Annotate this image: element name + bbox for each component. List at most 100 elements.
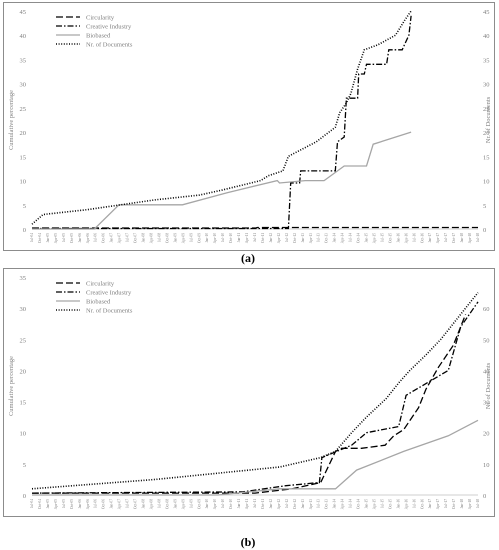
x-tick-label: Apr-18: [468, 499, 472, 510]
x-tick-label: Jan-07: [110, 233, 114, 243]
x-tick-label: Jan-10: [205, 233, 209, 243]
x-tick-label: Jul-07: [126, 233, 130, 242]
legend-label: Nr. of Documents: [86, 42, 133, 49]
y-left-tick-label: 25: [20, 337, 27, 344]
x-tick-label: Jan-05: [46, 499, 50, 509]
y-right-tick-label: 15: [483, 154, 490, 161]
x-tick-label: Jul-13: [317, 499, 321, 508]
x-tick-label: Apr-08: [149, 233, 153, 244]
x-tick-label: Jul-07: [126, 499, 130, 508]
x-tick-label: Jul-11: [253, 499, 257, 508]
x-tick-label: Jul-04: [30, 499, 34, 508]
x-tick-label: Jan-11: [237, 233, 241, 243]
x-tick-label: Jul-14: [349, 499, 353, 508]
x-tick-label: Apr-14: [341, 233, 345, 244]
series-line-circularity: [32, 314, 467, 494]
x-tick-label: Jan-16: [396, 499, 400, 509]
x-tick-label: Apr-15: [372, 233, 376, 244]
x-tick-label: Apr-08: [149, 499, 153, 510]
x-tick-label: Apr-06: [86, 499, 90, 510]
x-tick-label: Jul-08: [157, 499, 161, 508]
x-tick-label: Oct-13: [325, 499, 329, 509]
x-tick-label: Apr-11: [245, 499, 249, 509]
x-tick-label: Jan-17: [428, 233, 432, 243]
x-tick-label: Jan-13: [301, 233, 305, 243]
x-tick-label: Apr-11: [245, 233, 249, 243]
y-right-tick-label: 30: [483, 82, 490, 89]
x-tick-label: Jul-15: [380, 233, 384, 242]
x-tick-label: Apr-10: [213, 499, 217, 510]
x-tick-label: Jul-12: [285, 499, 289, 508]
x-tick-label: Jul-16: [412, 233, 416, 242]
x-tick-label: Apr-16: [404, 499, 408, 510]
y-left-tick-label: 40: [20, 33, 27, 40]
x-tick-label: Jan-12: [269, 233, 273, 243]
x-tick-label: Jul-08: [157, 233, 161, 242]
x-tick-label: Jan-12: [269, 499, 273, 509]
chart-panel-b: 0 5 10 15 20 25 30 35 0 10 20 30 40 50 60 Cumulative pe…: [3, 268, 495, 517]
x-tick-label: Apr-12: [277, 233, 281, 244]
x-tick-label: Oct-15: [388, 499, 392, 509]
y-right-tick-label: 20: [483, 431, 490, 438]
x-tick-label: Apr-05: [54, 499, 58, 510]
legend-label: Nr. of Documents: [86, 308, 133, 315]
series-line-nr-of-documents: [31, 292, 479, 490]
chart-panel-a: 0 5 10 15 20 25 30 35 40 45 0 5 10 15 20 25 30 35 40 45 Cumu…: [3, 2, 495, 251]
x-tick-label: Oct-09: [197, 499, 201, 509]
x-tick-label: Oct-12: [293, 499, 297, 509]
series-line-biobased: [32, 131, 412, 230]
x-tick-label: Apr-06: [86, 233, 90, 244]
x-tick-label: Jul-06: [94, 233, 98, 242]
x-tick-label: Jul-13: [317, 233, 321, 242]
x-tick-label: Jan-09: [173, 233, 177, 243]
y-left-axis-title: Cumulative percentage: [8, 356, 15, 416]
y-left-tick-label: 20: [20, 130, 27, 137]
y-right-tick-label: 60: [483, 306, 490, 313]
x-tick-label: Jul-09: [189, 233, 193, 242]
x-tick-label: Apr-17: [436, 233, 440, 244]
x-tick-label: Jul-05: [62, 233, 66, 242]
y-left-tick-label: 10: [20, 179, 27, 186]
x-tick-label: Apr-13: [309, 233, 313, 244]
x-tick-label: Jan-18: [460, 233, 464, 243]
x-tick-label: Jan-08: [142, 499, 146, 509]
x-tick-label: Jul-04: [30, 233, 34, 242]
x-tick-label: Oct-15: [388, 233, 392, 243]
x-tick-label: Apr-10: [213, 233, 217, 244]
x-tick-label: Jul-09: [189, 499, 193, 508]
y-left-tick-label: 5: [23, 203, 26, 210]
x-tick-label: Apr-17: [436, 499, 440, 510]
x-tick-label: Jan-11: [237, 499, 241, 509]
y-right-tick-label: 0: [483, 227, 486, 234]
legend-label: Biobased: [86, 299, 111, 306]
y-right-axis-title: Nr. of Documents: [485, 362, 492, 409]
y-left-tick-label: 30: [20, 82, 27, 89]
x-tick-label: Oct-11: [261, 499, 265, 509]
panel-caption-b: (b): [240, 535, 256, 549]
x-tick-label: Jul-17: [444, 499, 448, 508]
x-tick-label: Jul-12: [285, 233, 289, 242]
series-line-creative-industry: [31, 301, 479, 494]
x-tick-label: Oct-10: [229, 499, 233, 509]
x-tick-label: Jan-18: [460, 499, 464, 509]
x-tick-label: Jul-18: [476, 499, 480, 508]
x-tick-label: Oct-12: [293, 233, 297, 243]
x-tick-label: Oct-08: [165, 233, 169, 243]
x-tick-label: Jul-11: [253, 233, 257, 242]
x-tick-label: Oct-09: [197, 233, 201, 243]
x-tick-label: Jul-10: [221, 499, 225, 508]
legend-label: Circularity: [86, 15, 115, 22]
x-tick-label: Oct-17: [452, 233, 456, 243]
y-right-axis-title: Nr. of Documents: [485, 96, 492, 143]
x-tick-label: Oct-05: [70, 233, 74, 243]
y-right-tick-label: 25: [483, 106, 490, 113]
x-tick-label: Oct-14: [357, 233, 361, 243]
x-tick-label: Jul-14: [349, 233, 353, 242]
x-tick-label: Oct-04: [38, 499, 42, 509]
x-tick-label: Oct-07: [134, 499, 138, 509]
x-tick-label: Oct-14: [357, 499, 361, 509]
x-tick-label: Apr-12: [277, 499, 281, 510]
y-right-tick-label: 35: [483, 57, 490, 64]
x-tick-label: Oct-07: [134, 233, 138, 243]
x-tick-label: Jan-15: [365, 233, 369, 243]
